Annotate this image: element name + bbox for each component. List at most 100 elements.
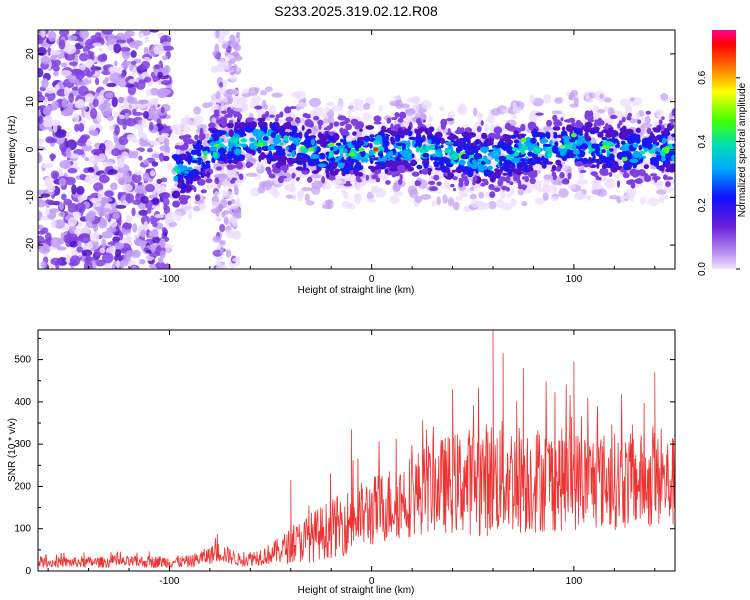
heatmap-blob — [38, 68, 44, 78]
heatmap-blob — [394, 161, 401, 166]
heatmap-blob — [604, 122, 609, 130]
heatmap-blob — [371, 174, 379, 180]
heatmap-blob — [520, 150, 526, 155]
heatmap-blob — [104, 77, 110, 82]
heatmap-blob — [504, 139, 514, 145]
heatmap-blob — [227, 200, 232, 206]
heatmap-blob — [669, 118, 675, 122]
heatmap-blob — [337, 158, 347, 164]
heatmap-hotspot — [621, 156, 628, 162]
heatmap-blob — [38, 243, 49, 249]
heatmap-blob — [460, 164, 465, 171]
heatmap-blob — [420, 193, 432, 200]
heatmap-blob — [134, 184, 147, 194]
heatmap-blob — [292, 149, 296, 158]
heatmap-blob — [488, 183, 495, 191]
heatmap-blob — [429, 186, 438, 192]
heatmap-blob — [96, 95, 103, 101]
heatmap-blob — [110, 182, 118, 191]
heatmap-blob — [58, 211, 66, 218]
heatmap-blob — [157, 71, 164, 78]
heatmap-blob — [639, 168, 644, 176]
heatmap-blob — [84, 93, 95, 104]
heatmap-blob — [91, 239, 99, 250]
heatmap-blob — [399, 103, 411, 109]
heatmap-blob — [152, 236, 161, 244]
heatmap-blob — [92, 42, 102, 47]
heatmap-y-tick-label: 10 — [25, 96, 36, 108]
heatmap-blob — [196, 148, 201, 153]
heatmap-blob — [567, 184, 576, 190]
heatmap-blob — [213, 174, 226, 179]
heatmap-blob — [133, 81, 139, 88]
heatmap-blob — [190, 177, 198, 182]
heatmap-blob — [212, 113, 221, 117]
heatmap-blob — [261, 159, 267, 167]
heatmap-blob — [140, 60, 151, 70]
heatmap-blob — [58, 201, 64, 211]
heatmap-blob — [205, 178, 213, 184]
colorbar-label: Normalized spectral amplitude — [737, 82, 748, 217]
heatmap-blob — [202, 102, 211, 109]
heatmap-blob — [415, 145, 420, 153]
heatmap-blob — [592, 105, 599, 112]
heatmap-blob — [143, 76, 152, 83]
heatmap-blob — [327, 116, 335, 126]
heatmap-blob — [53, 219, 65, 229]
heatmap-blob — [300, 158, 308, 164]
heatmap-blob — [237, 113, 243, 120]
heatmap-blob — [237, 96, 248, 104]
heatmap-blob — [258, 155, 262, 163]
heatmap-blob — [184, 170, 190, 174]
heatmap-hotspot — [348, 152, 355, 157]
heatmap-blob — [172, 200, 181, 208]
heatmap-blob — [668, 143, 673, 151]
heatmap-blob — [486, 115, 496, 124]
heatmap-blob — [139, 140, 150, 147]
heatmap-hotspot — [570, 132, 577, 138]
colorbar-tick-label: 0.4 — [697, 134, 708, 148]
heatmap-blob — [632, 150, 641, 159]
heatmap-blob — [619, 132, 626, 140]
heatmap-blob — [497, 135, 504, 139]
heatmap-blob — [59, 159, 72, 169]
heatmap-blob — [535, 112, 544, 116]
heatmap-blob — [647, 197, 660, 207]
heatmap-blob — [225, 229, 236, 239]
heatmap-blob — [337, 162, 345, 169]
heatmap-blob — [584, 131, 589, 139]
heatmap-blob — [194, 194, 201, 202]
heatmap-blob — [181, 182, 187, 190]
heatmap-blob — [86, 71, 93, 78]
heatmap-blob — [59, 142, 69, 152]
heatmap-blob — [493, 126, 503, 135]
heatmap-blob — [558, 188, 569, 198]
heatmap-blob — [571, 142, 578, 151]
heatmap-blob — [524, 175, 530, 183]
heatmap-peak — [373, 147, 379, 152]
heatmap-blob — [134, 170, 143, 176]
heatmap-blob — [114, 124, 120, 136]
heatmap-blob — [200, 167, 204, 172]
heatmap-blob — [214, 177, 220, 185]
heatmap-blob — [221, 79, 228, 89]
heatmap-blob — [160, 177, 168, 183]
heatmap-blob — [349, 169, 354, 175]
heatmap-blob — [260, 117, 266, 122]
heatmap-blob — [471, 159, 477, 165]
heatmap-blob — [104, 190, 114, 197]
heatmap-blob — [301, 186, 313, 192]
heatmap-blob — [107, 168, 118, 175]
heatmap-blob — [629, 192, 635, 202]
heatmap-blob — [322, 183, 332, 190]
heatmap-blob — [216, 140, 221, 145]
heatmap-blob — [267, 145, 275, 151]
heatmap-blob — [514, 139, 520, 144]
heatmap-blob — [452, 187, 456, 192]
heatmap-blob — [132, 136, 137, 144]
heatmap-blob — [307, 156, 311, 163]
heatmap-blob — [438, 106, 445, 112]
heatmap-blob — [101, 231, 113, 239]
heatmap-blob — [154, 213, 165, 219]
heatmap-blob — [286, 146, 290, 151]
